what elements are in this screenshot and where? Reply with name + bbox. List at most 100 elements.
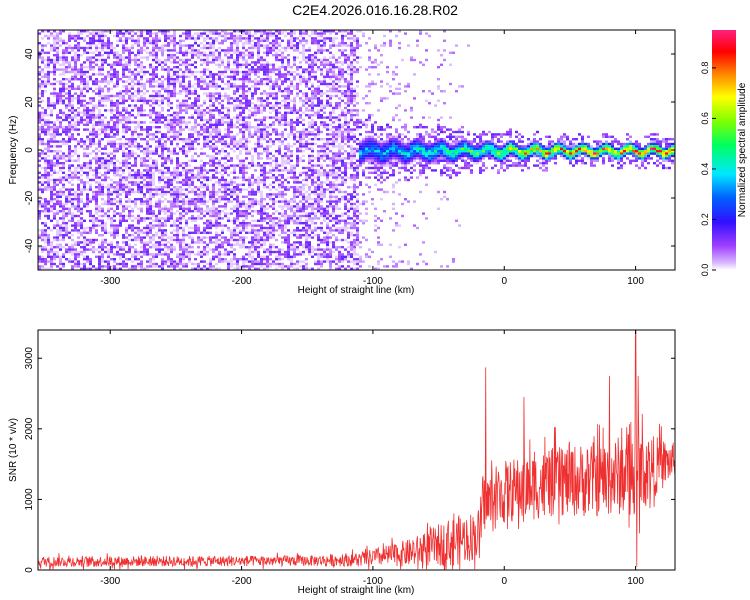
spectrogram-cell — [77, 58, 80, 62]
spectrogram-cell — [71, 56, 74, 59]
spectrogram-cell — [272, 154, 275, 158]
spectrogram-cell — [62, 234, 65, 237]
spectrogram-cell — [251, 44, 254, 47]
spectrogram-cell — [260, 130, 263, 134]
spectrogram-cell — [257, 234, 260, 237]
spectrogram-cell — [158, 265, 161, 268]
spectrogram-cell — [101, 255, 104, 258]
spectrogram-cell — [200, 198, 203, 201]
spectrogram-cell — [224, 253, 227, 256]
spectrogram-cell — [233, 186, 236, 189]
spectrogram-cell — [179, 133, 182, 136]
spectrogram-cell — [146, 253, 149, 256]
spectrogram-cell — [44, 166, 47, 170]
spectrogram-cell — [158, 246, 161, 249]
spectrogram-cell — [38, 214, 41, 218]
spectrogram-cell — [230, 49, 233, 52]
spectrogram-cell — [263, 123, 266, 126]
spectrogram-cell — [56, 162, 59, 165]
spectrogram-cell — [185, 154, 188, 158]
spectrogram-cell — [155, 114, 158, 117]
spectrogram-cell — [98, 207, 101, 210]
spectrogram-cell — [218, 94, 221, 98]
spectrogram-cell — [254, 210, 257, 213]
spectrogram-cell — [200, 210, 203, 213]
spectrogram-cell — [278, 250, 281, 254]
spectrogram-cell — [83, 111, 86, 114]
spectrogram-cell — [134, 99, 137, 102]
spectrogram-cell — [104, 135, 107, 138]
spectrogram-cell — [98, 219, 101, 222]
spectrogram-cell — [200, 195, 203, 198]
spectrogram-cell — [77, 166, 80, 170]
spectrogram-cell — [74, 159, 77, 162]
spectrogram-cell — [200, 250, 203, 254]
spectrogram-cell — [263, 37, 266, 40]
spectrogram-cell — [59, 150, 62, 153]
spectrogram-cell — [221, 183, 224, 186]
spectrogram-cell — [203, 51, 206, 54]
spectrogram-cell — [98, 94, 101, 98]
spectrogram-cell — [149, 202, 152, 206]
spectrogram-cell — [80, 200, 83, 203]
spectrogram-cell — [230, 68, 233, 71]
spectrogram-cell — [218, 162, 221, 165]
spectrogram-cell — [137, 114, 140, 117]
spectrogram-cell — [218, 178, 221, 182]
spectrogram-cell — [95, 217, 98, 220]
spectrogram-cell — [170, 82, 173, 86]
spectrogram-cell — [176, 217, 179, 220]
spectrogram-cell — [212, 164, 215, 167]
spectrogram-cell — [233, 68, 236, 71]
spectrogram-cell — [146, 174, 149, 177]
spectrogram-cell — [152, 193, 155, 196]
spectrogram-cell — [233, 104, 236, 107]
spectrogram-cell — [176, 265, 179, 268]
spectrogram-cell — [107, 87, 110, 90]
spectrogram-cell — [179, 258, 182, 261]
spectrogram-cell — [182, 234, 185, 237]
spectrogram-cell — [251, 236, 254, 239]
spectrogram-cell — [62, 176, 65, 179]
spectrogram-cell — [128, 212, 131, 215]
spectrogram-cell — [188, 210, 191, 213]
spectrogram-cell — [230, 238, 233, 242]
spectrogram-cell — [146, 171, 149, 174]
spectrogram-cell — [266, 162, 269, 165]
spectrogram-cell — [209, 61, 212, 64]
spectrogram-cell — [74, 46, 77, 50]
spectrogram-cell — [188, 135, 191, 138]
spectrogram-cell — [59, 246, 62, 249]
spectrogram-cell — [269, 32, 272, 35]
spectrogram-cell — [215, 253, 218, 256]
spectrogram-cell — [215, 106, 218, 110]
spectrogram-cell — [71, 183, 74, 186]
spectrogram-cell — [203, 183, 206, 186]
spectrogram-cell — [158, 178, 161, 182]
spectrogram-cell — [173, 188, 176, 191]
spectrogram-cell — [200, 255, 203, 258]
spectrogram-cell — [83, 236, 86, 239]
spectrogram-cell — [71, 37, 74, 40]
spectrogram-cell — [182, 205, 185, 208]
spectrogram-cell — [161, 99, 164, 102]
spectrogram-cell — [200, 171, 203, 174]
spectrogram-cell — [185, 121, 188, 124]
spectrogram-cell — [278, 152, 281, 155]
spectrogram-cell — [122, 217, 125, 220]
spectrogram-cell — [119, 97, 122, 100]
spectrogram-cell — [167, 123, 170, 126]
spectrogram-cell — [254, 37, 257, 40]
spectrogram-cell — [278, 262, 281, 266]
spectrogram-cell — [242, 44, 245, 47]
spectrogram-cell — [191, 56, 194, 59]
spectrogram-cell — [53, 68, 56, 71]
spectrogram-cell — [101, 32, 104, 35]
spectrogram-cell — [56, 128, 59, 131]
spectrogram-cell — [86, 90, 89, 93]
spectrogram-cell — [143, 30, 146, 33]
spectrogram-cell — [269, 116, 272, 119]
spectrogram-cell — [71, 205, 74, 208]
spectrogram-cell — [245, 202, 248, 206]
spectrogram-cell — [173, 133, 176, 136]
